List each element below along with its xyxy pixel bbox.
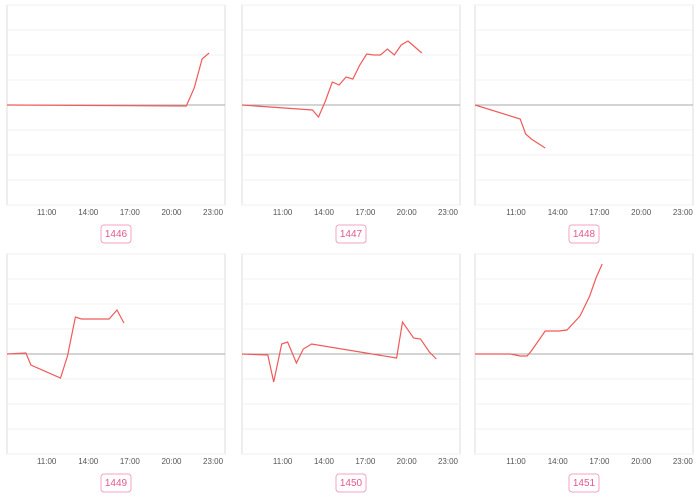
x-tick-label: 23:00 — [438, 208, 459, 217]
x-tick-label: 17:00 — [120, 208, 141, 217]
x-tick-label: 20:00 — [161, 208, 182, 217]
x-tick-label: 17:00 — [589, 208, 610, 217]
data-line — [241, 320, 437, 383]
data-line — [474, 104, 546, 149]
caption-box — [335, 224, 367, 244]
caption: 1446 — [105, 229, 128, 240]
x-tick-label: 11:00 — [273, 208, 293, 217]
x-tick-label: 23:00 — [438, 457, 459, 466]
data-line — [241, 40, 423, 119]
x-tick-label: 23:00 — [203, 457, 224, 466]
data-line — [6, 308, 125, 379]
x-tick-label: 23:00 — [673, 208, 694, 217]
x-tick-label: 11:00 — [506, 208, 526, 217]
caption-box — [568, 224, 600, 244]
x-tick-label: 11:00 — [506, 457, 526, 466]
x-tick-label: 23:00 — [203, 208, 224, 217]
caption-box — [100, 224, 132, 244]
x-tick-label: 11:00 — [273, 457, 293, 466]
data-line — [6, 52, 210, 107]
caption: 1447 — [340, 229, 363, 240]
x-tick-label: 14:00 — [548, 208, 569, 217]
caption: 1448 — [573, 229, 596, 240]
x-tick-label: 23:00 — [673, 457, 694, 466]
caption-box — [335, 473, 367, 493]
caption: 1449 — [105, 478, 128, 489]
x-tick-label: 17:00 — [355, 208, 376, 217]
x-tick-label: 20:00 — [397, 208, 418, 217]
x-tick-label: 17:00 — [355, 457, 376, 466]
x-tick-label: 17:00 — [120, 457, 141, 466]
caption: 1450 — [340, 478, 363, 489]
caption: 1451 — [573, 478, 596, 489]
data-line — [475, 263, 603, 357]
x-tick-label: 14:00 — [78, 208, 99, 217]
caption-box — [100, 473, 132, 493]
x-tick-label: 14:00 — [548, 457, 569, 466]
x-tick-label: 14:00 — [314, 457, 335, 466]
x-tick-label: 20:00 — [631, 208, 652, 217]
x-tick-label: 14:00 — [78, 457, 99, 466]
x-tick-label: 11:00 — [37, 457, 57, 466]
x-tick-label: 11:00 — [37, 208, 57, 217]
x-tick-label: 20:00 — [631, 457, 652, 466]
x-tick-label: 20:00 — [397, 457, 418, 466]
caption-box — [568, 473, 600, 493]
x-tick-label: 14:00 — [314, 208, 335, 217]
x-tick-label: 17:00 — [589, 457, 610, 466]
x-tick-label: 20:00 — [161, 457, 182, 466]
